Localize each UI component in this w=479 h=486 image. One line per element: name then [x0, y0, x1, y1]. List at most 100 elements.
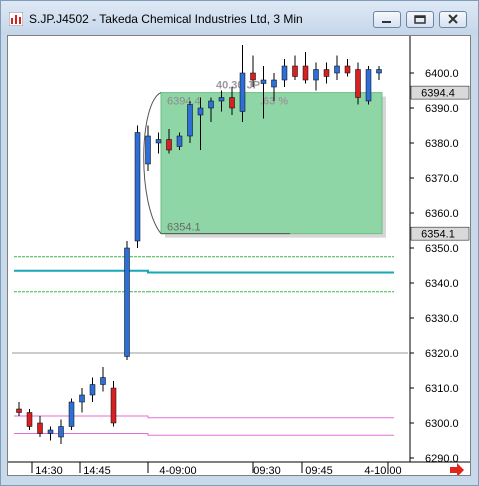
candle-body [58, 426, 64, 438]
window-title: S.JP.J4502 - Takeda Chemical Industries … [29, 12, 303, 26]
y-tick-label: 6310.0 [425, 383, 459, 395]
candle-body [197, 107, 204, 116]
y-tick-label: 6360.0 [425, 208, 459, 220]
candle [58, 419, 64, 444]
candle [124, 241, 130, 360]
y-tick-label: 6370.0 [425, 173, 459, 185]
box-high-text: 6394.4 [167, 96, 201, 108]
candle-body [100, 377, 106, 385]
candle [302, 52, 309, 84]
price-label-high-text: 6394.4 [421, 88, 455, 100]
candle-body [218, 97, 225, 102]
y-tick-label: 6390.0 [425, 103, 459, 115]
candle-body [365, 69, 372, 102]
indicator-bands [14, 256, 394, 436]
candle-body [145, 135, 151, 165]
maximize-button[interactable] [406, 11, 434, 28]
candle-body [26, 412, 33, 427]
candle-body [68, 401, 75, 427]
price-label-high: 6394.4 [410, 85, 470, 100]
candle [313, 62, 319, 91]
minimize-icon [382, 21, 391, 23]
x-tick-label: 4-10:00 [364, 465, 401, 475]
y-tick-label: 6330.0 [425, 313, 459, 325]
candle [89, 377, 96, 402]
candle-body [344, 65, 351, 74]
y-axis: 6400.0 6390.0 6380.0 6370.0 6360.0 6350.0 6340… [410, 68, 459, 465]
y-tick-label: 6350.0 [425, 243, 459, 255]
candle-body [89, 384, 96, 396]
minimize-button[interactable] [373, 11, 401, 28]
price-range-box[interactable] [160, 92, 383, 235]
y-tick-label: 6300.0 [425, 418, 459, 430]
title-bar[interactable]: S.JP.J4502 - Takeda Chemical Industries … [1, 1, 478, 35]
price-label-high-bg [410, 85, 470, 100]
candle-body [124, 247, 130, 357]
candle [187, 101, 193, 143]
candle [323, 62, 330, 84]
vwap-line [14, 269, 394, 274]
candle [229, 87, 235, 115]
y-tick-label: 6400.0 [425, 68, 459, 80]
candle [365, 66, 372, 105]
candle [47, 426, 54, 441]
scroll-right-arrow-icon[interactable] [450, 463, 464, 477]
x-tick-label: 09:45 [305, 465, 333, 475]
x-axis: 14:30 14:45 4-09:00 09:30 09:45 4-10:00 [31, 462, 402, 477]
candle [271, 73, 277, 101]
candle-body [166, 139, 172, 151]
candle [239, 45, 246, 122]
candle [355, 62, 361, 105]
candle [166, 129, 172, 154]
candle-body [79, 394, 85, 403]
chart-area[interactable]: 6394.4 6354.1 40.30 JP .63 % 6400.0 6390.… [7, 35, 471, 477]
candles [16, 45, 382, 444]
pink-band-line-1 [14, 415, 394, 419]
candle-body [176, 135, 183, 147]
candle-body [260, 79, 267, 84]
candle [197, 97, 204, 150]
candle-body [271, 79, 277, 88]
candle-body [292, 65, 298, 77]
y-tick-label: 6290.0 [425, 453, 459, 465]
candle-body [37, 422, 43, 434]
candle-body [250, 72, 256, 81]
x-tick-label: 09:30 [253, 465, 281, 475]
candle-body [47, 429, 54, 434]
y-tick-label: 6320.0 [425, 348, 459, 360]
candle [100, 367, 106, 392]
candle-body [229, 97, 235, 109]
candle [134, 125, 141, 248]
close-icon [448, 14, 458, 24]
candle [110, 381, 117, 427]
candle [250, 55, 256, 87]
candle-body [187, 104, 193, 137]
x-tick-label: 14:30 [35, 465, 63, 475]
candle-body [302, 65, 309, 81]
candle [37, 416, 43, 437]
candle [208, 97, 214, 122]
y-tick-label: 6340.0 [425, 278, 459, 290]
candle [218, 90, 225, 112]
candle [16, 402, 22, 416]
candle-body [355, 69, 361, 98]
close-button[interactable] [439, 11, 467, 28]
price-label-low: 6354.1 [410, 226, 470, 241]
candle [145, 125, 151, 171]
candle-body [16, 408, 22, 413]
candle-body [239, 72, 246, 112]
candle-body [323, 69, 330, 77]
candle [281, 59, 288, 87]
candle-body [155, 139, 162, 144]
maximize-icon [414, 15, 426, 24]
price-label-low-text: 6354.1 [421, 229, 455, 241]
candle [376, 66, 382, 80]
price-chart[interactable]: 6394.4 6354.1 40.30 JP .63 % 6400.0 6390.… [8, 36, 470, 477]
box-low-text: 6354.1 [167, 222, 201, 234]
candle-body [376, 69, 382, 74]
candle [334, 55, 340, 80]
chart-app-icon [9, 12, 23, 26]
candle [292, 55, 298, 80]
candle [176, 132, 183, 150]
